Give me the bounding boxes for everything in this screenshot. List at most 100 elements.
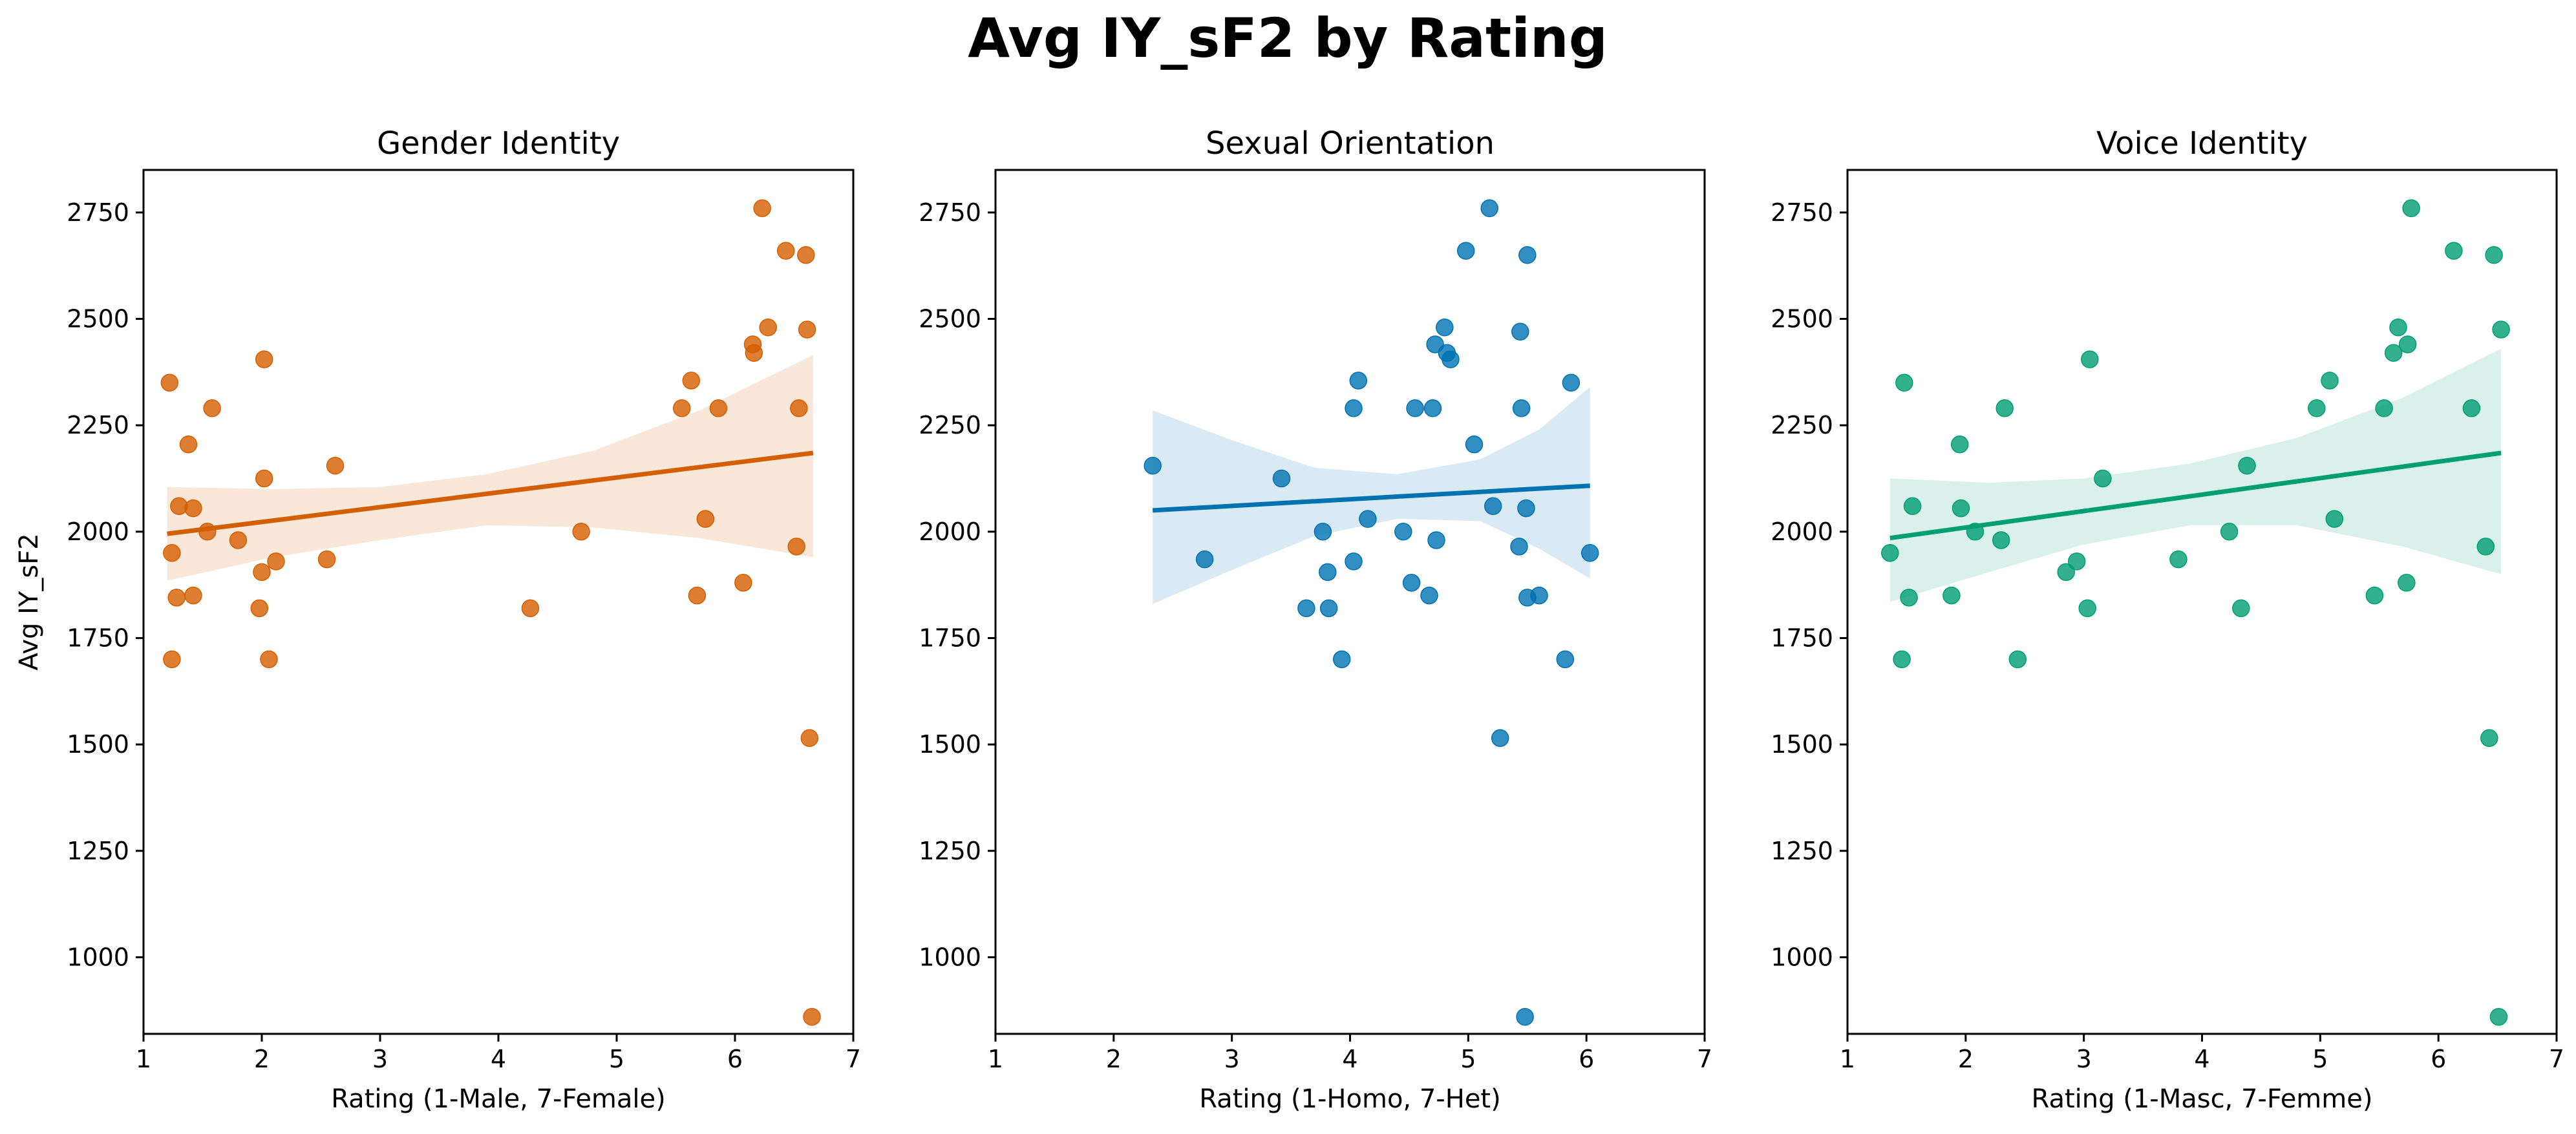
data-point <box>2485 246 2503 264</box>
data-point <box>696 510 715 528</box>
data-point <box>1314 523 1332 541</box>
y-tick-label: 1500 <box>1771 730 1833 759</box>
y-tick-label: 1000 <box>919 943 981 971</box>
data-point <box>709 399 728 417</box>
data-point <box>184 586 202 605</box>
data-point <box>1516 1007 1534 1026</box>
y-tick-label: 1750 <box>67 624 129 652</box>
data-point <box>260 650 278 669</box>
data-point <box>1427 531 1445 549</box>
y-tick-label: 2000 <box>1771 518 1833 546</box>
y-tick-label: 2250 <box>919 411 981 439</box>
data-point <box>798 320 816 339</box>
data-point <box>672 399 691 417</box>
y-tick-label: 2500 <box>1771 305 1833 333</box>
x-tick-label: 2 <box>1958 1045 1974 1073</box>
data-point <box>2489 1007 2508 1026</box>
data-point <box>1512 399 1531 417</box>
plot-frame <box>994 169 1706 1035</box>
x-axis-label: Rating (1-Homo, 7-Het) <box>1199 1084 1500 1114</box>
data-point <box>1530 586 1548 605</box>
data-point <box>2398 574 2416 592</box>
data-point <box>1345 399 1363 417</box>
data-point <box>1511 322 1529 341</box>
x-tick-label: 4 <box>1342 1045 1357 1073</box>
data-point <box>2389 318 2407 337</box>
data-point <box>790 399 808 417</box>
y-tick-label: 2750 <box>67 198 129 227</box>
y-tick-label: 1500 <box>919 730 981 759</box>
data-point <box>1402 574 1421 592</box>
x-tick-label: 4 <box>2194 1045 2209 1073</box>
data-point <box>1943 586 1961 605</box>
data-point <box>521 599 540 618</box>
data-point <box>2325 510 2344 528</box>
y-tick-label: 2500 <box>919 305 981 333</box>
y-tick-label: 1750 <box>919 624 981 652</box>
panel-title: Gender Identity <box>377 125 620 162</box>
data-point <box>255 469 273 488</box>
data-point <box>317 550 336 569</box>
data-point <box>2057 563 2075 582</box>
x-axis-label: Rating (1-Male, 7-Female) <box>331 1084 665 1114</box>
data-point <box>1406 399 1424 417</box>
data-point <box>1900 589 1918 607</box>
data-point <box>734 574 752 592</box>
y-tick-label: 2750 <box>919 198 981 227</box>
confidence-band <box>1889 348 2502 602</box>
data-point <box>1195 550 1214 569</box>
y-tick-label: 1000 <box>67 943 129 971</box>
data-point <box>229 531 248 549</box>
data-point <box>1319 563 1337 582</box>
y-tick-label: 2500 <box>67 305 129 333</box>
data-point <box>1332 650 1351 669</box>
x-tick-label: 7 <box>2549 1045 2564 1073</box>
data-point <box>2365 586 2384 605</box>
data-point <box>1442 350 1460 368</box>
x-tick-label: 5 <box>2312 1045 2328 1073</box>
panel-3: 1 2 3 4 5 6 7 1000 1250 1500 1750 2000 2250 2500 2750 V… <box>1771 125 2564 1114</box>
data-point <box>2462 399 2481 417</box>
x-tick-label: 2 <box>1106 1045 1122 1073</box>
data-point <box>1480 199 1498 218</box>
data-point <box>1895 373 1913 392</box>
data-point <box>163 544 181 562</box>
data-point <box>572 523 590 541</box>
data-point <box>753 199 771 218</box>
panel-title: Sexual Orientation <box>1206 125 1495 162</box>
data-point <box>250 599 269 618</box>
data-point <box>1562 373 1581 392</box>
y-tick-label: 1500 <box>67 730 129 759</box>
data-point <box>1345 552 1363 571</box>
y-tick-label: 2750 <box>1771 198 1833 227</box>
data-point <box>160 373 179 392</box>
data-point <box>255 350 273 368</box>
data-point <box>2238 456 2256 475</box>
data-point <box>1491 729 1509 748</box>
x-tick-label: 3 <box>2076 1045 2092 1073</box>
x-tick-label: 5 <box>609 1045 624 1073</box>
figure-title: Avg IY_sF2 by Rating <box>968 6 1608 70</box>
data-point <box>1420 586 1438 605</box>
data-point <box>1484 497 1502 516</box>
data-point <box>1297 599 1315 618</box>
plot-frame <box>142 169 855 1035</box>
data-point <box>776 242 795 260</box>
panel-1: 1 2 3 4 5 6 7 1000 1250 1500 1750 2000 2250 2500 2750 G… <box>14 125 861 1114</box>
data-point <box>2078 599 2096 618</box>
data-point <box>2232 599 2250 618</box>
y-tick-label: 1250 <box>919 837 981 865</box>
data-point <box>167 589 186 607</box>
y-tick-label: 2250 <box>67 411 129 439</box>
confidence-band <box>1153 386 1590 604</box>
data-point <box>1436 318 1454 337</box>
data-point <box>2402 199 2420 218</box>
data-point <box>1881 544 1899 562</box>
data-point <box>1556 650 1575 669</box>
data-point <box>253 563 271 582</box>
y-tick-label: 1250 <box>1771 837 1833 865</box>
data-point <box>787 538 805 556</box>
x-tick-label: 5 <box>1460 1045 1476 1073</box>
x-tick-label: 6 <box>727 1045 743 1073</box>
